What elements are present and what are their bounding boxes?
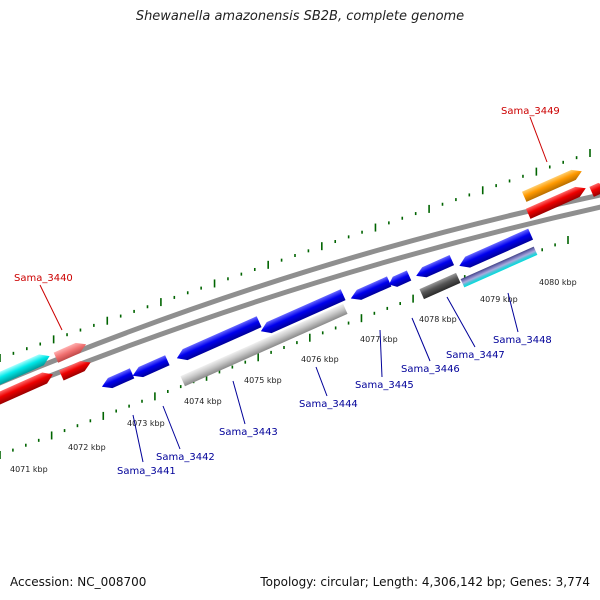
gene-label[interactable]: Sama_3442 — [156, 452, 215, 463]
gene-feature-sama-3441[interactable] — [100, 368, 135, 391]
tick-label: 4072 kbp — [68, 443, 106, 452]
gene-feature-red-left[interactable] — [0, 369, 55, 410]
tick-label: 4075 kbp — [244, 376, 282, 385]
gene-feature-sama-3448-a[interactable] — [457, 228, 534, 272]
gene-feature-dark[interactable] — [419, 272, 461, 300]
tick-label: 4071 kbp — [10, 465, 48, 474]
accession-text: Accession: NC_008700 — [10, 575, 147, 589]
tick-label: 4073 kbp — [127, 419, 165, 428]
gene-label[interactable]: Sama_3444 — [299, 399, 358, 410]
gene-feature-sama-3449[interactable] — [521, 166, 584, 202]
label-leader-line — [162, 405, 181, 450]
gene-label[interactable]: Sama_3441 — [117, 466, 176, 477]
gene-feature-sama-3442[interactable] — [130, 355, 170, 381]
label-leader-line — [411, 317, 431, 362]
label-leader-line — [132, 414, 144, 463]
gene-feature-sama-3443-b[interactable] — [258, 289, 346, 337]
label-leader-line — [232, 380, 246, 425]
gene-label[interactable]: Sama_3447 — [446, 350, 505, 361]
gene-label[interactable]: Sama_3448 — [493, 335, 552, 346]
scale-tick-labels: 4071 kbp 4072 kbp 4073 kbp 4074 kbp 4075 kbp… — [10, 278, 577, 474]
gene-feature-sama-3440[interactable] — [53, 339, 89, 363]
label-leader-line — [446, 296, 476, 348]
scale-ticks — [0, 149, 591, 459]
genome-summary-text: Topology: circular; Length: 4,306,142 bp… — [260, 575, 590, 589]
label-leader-line — [379, 329, 383, 378]
gene-feature-sama-3447[interactable] — [414, 255, 455, 281]
label-leader-line — [529, 116, 548, 163]
gene-labels: Sama_3440 Sama_3449 Sama_3441 Sama_3442 Sama… — [14, 106, 560, 477]
tick-label: 4077 kbp — [360, 335, 398, 344]
label-leader-line — [315, 366, 328, 397]
gene-feature-sama-3445[interactable] — [349, 276, 392, 303]
map-title: Shewanella amazonensis SB2B, complete ge… — [135, 9, 465, 24]
gene-features[interactable] — [0, 166, 600, 410]
gene-label-lines — [39, 116, 548, 463]
tick-label: 4074 kbp — [184, 397, 222, 406]
tick-label: 4078 kbp — [419, 315, 457, 324]
gene-feature-sama-3446[interactable] — [387, 270, 412, 290]
gene-feature-sama-3443-a[interactable] — [174, 316, 262, 364]
label-leader-line — [507, 292, 519, 333]
gene-label[interactable]: Sama_3445 — [355, 380, 414, 391]
gene-label[interactable]: Sama_3440 — [14, 273, 73, 284]
gene-feature-red-edge[interactable] — [589, 181, 600, 197]
gene-label[interactable]: Sama_3449 — [501, 106, 560, 117]
gene-feature-red-small[interactable] — [59, 357, 93, 381]
gene-label[interactable]: Sama_3443 — [219, 427, 278, 438]
tick-label: 4079 kbp — [480, 295, 518, 304]
gene-feature-cyan[interactable] — [0, 351, 52, 394]
gene-feature-sama-3448-b[interactable] — [460, 246, 538, 288]
gene-label[interactable]: Sama_3446 — [401, 364, 460, 375]
tick-label: 4080 kbp — [539, 278, 577, 287]
gene-feature-sama-3444[interactable] — [180, 303, 348, 387]
label-leader-line — [39, 284, 63, 331]
tick-label: 4076 kbp — [301, 355, 339, 364]
gene-feature-red-right[interactable] — [525, 183, 588, 219]
